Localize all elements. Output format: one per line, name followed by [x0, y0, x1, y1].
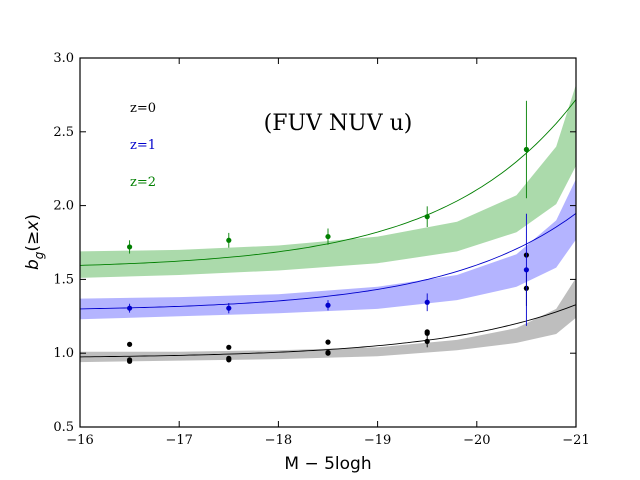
data-point-z2: [226, 237, 232, 243]
data-point-z1: [424, 299, 430, 305]
data-point-z0: [226, 344, 232, 350]
legend-entry-z2: z=2: [130, 175, 156, 190]
data-point-z1: [325, 302, 331, 308]
data-point-z0: [424, 338, 430, 344]
legend-entry-z1: z=1: [130, 138, 156, 153]
y-tick-label: 1.5: [53, 272, 74, 287]
y-tick-label: 0.5: [53, 420, 74, 435]
data-point-z0: [325, 350, 331, 356]
confidence-bands: [80, 84, 576, 363]
y-axis-title: bg(≥x): [23, 214, 46, 270]
band-z2: [80, 84, 576, 278]
data-point-z2: [424, 214, 430, 220]
x-tick-label: −18: [265, 433, 292, 448]
fit-line-z0: [79, 304, 577, 358]
y-tick-label: 3.0: [53, 51, 74, 66]
data-point-z2: [523, 146, 530, 153]
x-tick-label: −21: [562, 433, 589, 448]
data-point-z2: [325, 233, 331, 240]
x-tick-label: −16: [66, 433, 93, 448]
y-tick-label: 2.0: [53, 199, 74, 214]
data-point-z1: [127, 305, 133, 311]
axis-ticks: −16 −17 −18 −19 −20 −21 0.5 1.0 1.5 2.0 2.5 3.0: [53, 51, 589, 448]
plot-frame: [79, 57, 577, 428]
legend: z=0 z=1 z=2: [130, 101, 156, 190]
data-points: [127, 100, 530, 364]
x-tick-label: −19: [364, 433, 391, 448]
x-tick-label: −17: [165, 433, 192, 448]
data-point-z0: [424, 330, 430, 336]
data-point-z2: [127, 244, 133, 250]
legend-entry-z0: z=0: [130, 101, 156, 116]
y-tick-label: 2.5: [53, 125, 74, 140]
x-axis-title: M − 5logh: [284, 454, 371, 474]
data-point-z1: [226, 305, 232, 311]
band-z1: [80, 179, 576, 320]
fit-line-z1: [79, 213, 577, 310]
x-tick-label: −20: [463, 433, 490, 448]
data-point-z0: [127, 358, 133, 364]
data-point-z0: [127, 341, 133, 347]
data-point-z0: [226, 357, 232, 363]
band-z0: [80, 277, 576, 363]
data-point-z0: [325, 339, 331, 345]
data-point-z1: [523, 267, 530, 273]
chart-annotation: (FUV NUV u): [264, 111, 413, 136]
y-tick-label: 1.0: [53, 346, 74, 361]
